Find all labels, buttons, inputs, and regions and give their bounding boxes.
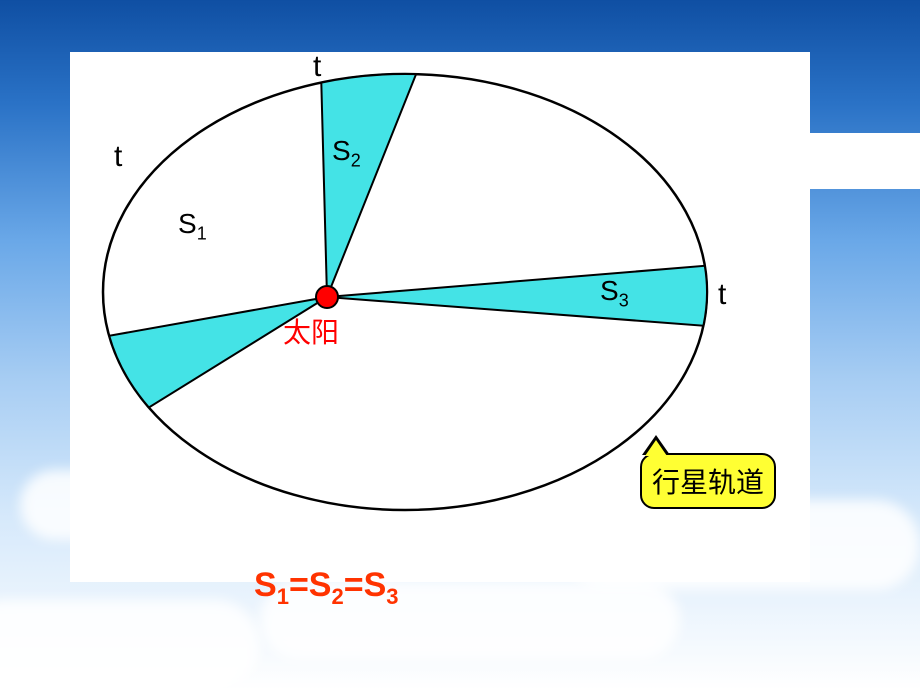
area-label-2: S2 [332, 135, 361, 172]
equal-area-equation: S1=S2=S3 [254, 566, 399, 610]
orbit-diagram [0, 0, 920, 690]
callout-tail-icon [645, 440, 667, 456]
time-label-3: t [718, 278, 726, 312]
orbit-callout: 行星轨道 [640, 453, 776, 509]
stage: t t t S1 S2 S3 太阳 行星轨道 S1=S2=S3 [0, 0, 920, 690]
time-label-2: t [313, 50, 321, 84]
orbit-callout-text: 行星轨道 [652, 468, 764, 499]
area-label-3: S3 [600, 275, 629, 312]
time-label-1: t [114, 140, 122, 174]
area-label-1: S1 [178, 208, 207, 245]
sun-label: 太阳 [283, 311, 339, 351]
